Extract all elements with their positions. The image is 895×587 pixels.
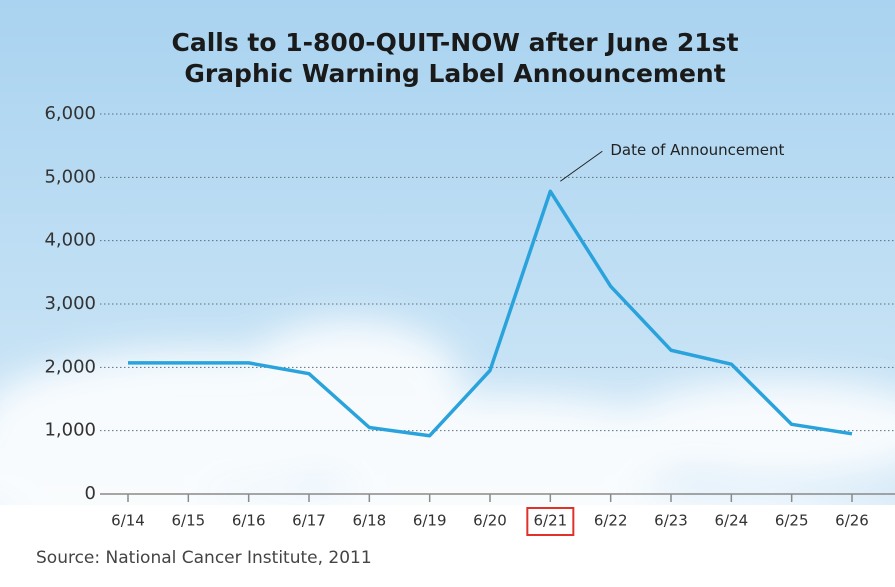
y-tick-label: 6,000 — [44, 103, 96, 124]
footer-band — [0, 505, 895, 587]
line — [128, 189, 853, 438]
x-tick-label: 6/20 — [473, 512, 507, 530]
x-tick-label: 6/17 — [292, 512, 326, 530]
x-tick-label: 6/23 — [654, 512, 688, 530]
x-tick-label: 6/24 — [714, 512, 748, 530]
x-tick-label: 6/14 — [111, 512, 145, 530]
x-tick-label: 6/25 — [775, 512, 809, 530]
highlight-box — [526, 507, 575, 536]
x-tick-label: 6/19 — [413, 512, 447, 530]
x-tick-label: 6/16 — [232, 512, 266, 530]
y-tick-label: 5,000 — [44, 166, 96, 187]
x-tick-label: 6/22 — [594, 512, 628, 530]
chart-title: Calls to 1-800-QUIT-NOW after June 21st — [171, 28, 738, 57]
y-tick-label: 4,000 — [44, 230, 96, 251]
y-tick-label: 2,000 — [44, 356, 96, 377]
x-tick-label: 6/15 — [171, 512, 205, 530]
x-tick-label: 6/26 — [835, 512, 869, 530]
annotation: Date of Announcement — [610, 141, 784, 159]
x-tick-label: 6/18 — [352, 512, 386, 530]
x-tick-label: 6/21 — [533, 512, 567, 530]
source: Source: National Cancer Institute, 2011 — [36, 548, 372, 568]
y-tick-label: 3,000 — [44, 293, 96, 314]
annotation-leader — [560, 150, 603, 182]
y-tick-label: 0 — [85, 483, 96, 504]
chart-title: Graphic Warning Label Announcement — [184, 59, 725, 88]
y-tick-label: 1,000 — [44, 420, 96, 441]
